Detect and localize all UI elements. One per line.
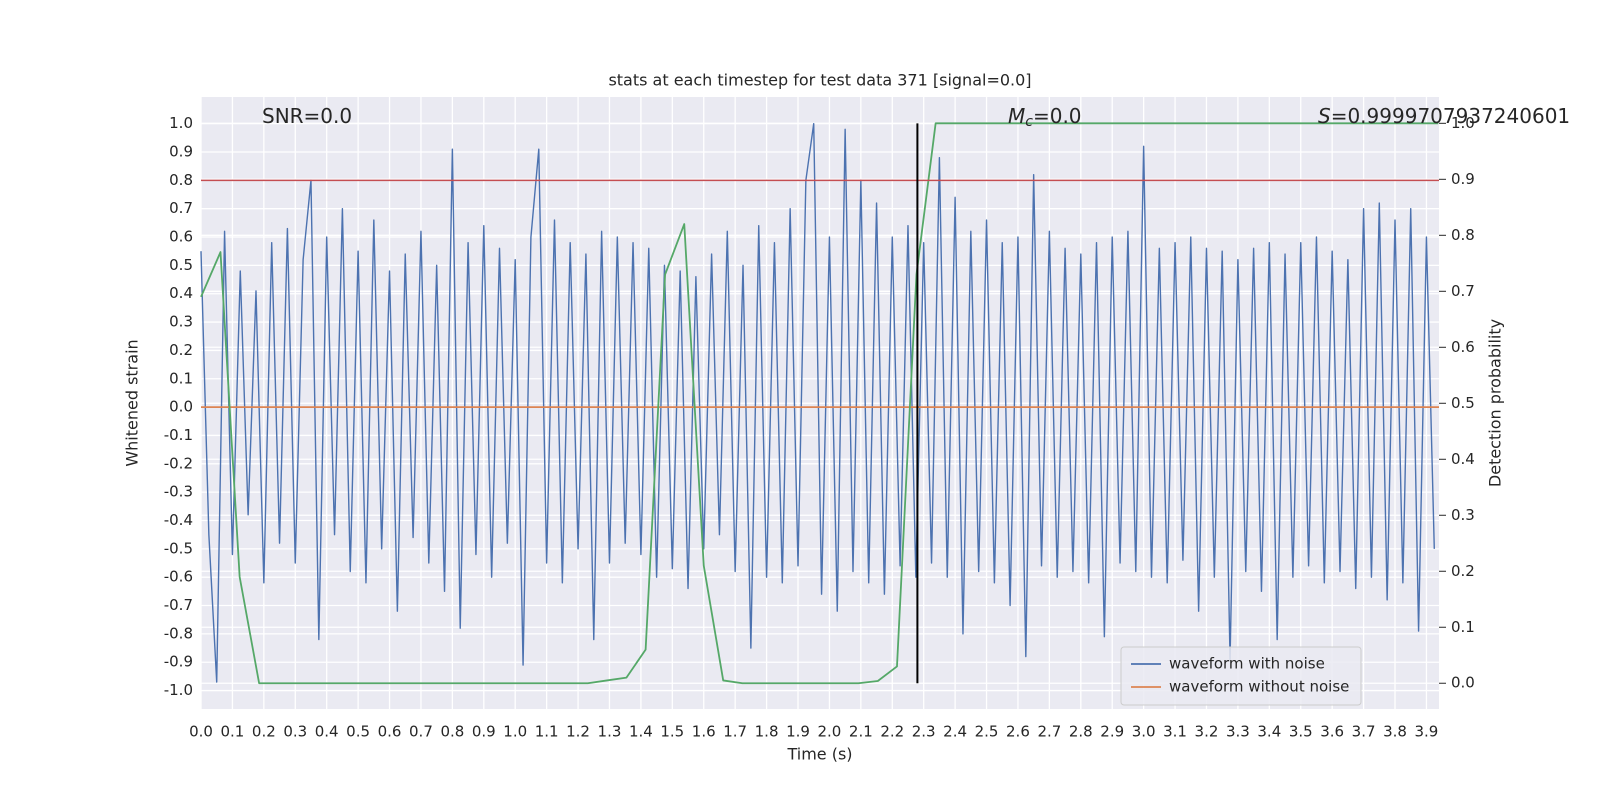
- y2-tick-label: 0.7: [1451, 282, 1475, 300]
- legend-box: [1120, 646, 1362, 706]
- y2-tick-label: 0.0: [1451, 674, 1475, 692]
- y-tick-label: -0.3: [164, 483, 193, 501]
- y-axis-label: Whitened strain: [123, 339, 142, 466]
- x-tick-label: 3.3: [1226, 723, 1250, 741]
- x-tick-label: 3.7: [1352, 723, 1376, 741]
- y-tick-label: -0.9: [164, 653, 193, 671]
- x-tick-label: 0.2: [252, 723, 276, 741]
- x-tick-label: 1.9: [786, 723, 810, 741]
- x-tick-label: 2.8: [1069, 723, 1093, 741]
- y-tick-label: -0.8: [164, 624, 193, 642]
- x-tick-label: 2.7: [1037, 723, 1061, 741]
- data-line: [200, 122, 1435, 683]
- y-tick-label: 1.0: [169, 114, 193, 132]
- y-tick-label: 0.6: [169, 228, 193, 246]
- x-tick-label: 3.9: [1415, 723, 1439, 741]
- y2-axis-label: Detection probability: [1486, 319, 1505, 487]
- x-tick-label: 3.8: [1383, 723, 1407, 741]
- annotation: S=0.9999707937240601: [1318, 104, 1570, 128]
- chart-title: stats at each timestep for test data 371…: [608, 71, 1031, 90]
- y-tick-label: -0.1: [164, 426, 193, 444]
- x-tick-label: 3.0: [1132, 723, 1156, 741]
- x-tick-label: 2.4: [943, 723, 967, 741]
- y-tick-label: 0.8: [169, 171, 193, 189]
- x-tick-label: 1.2: [566, 723, 590, 741]
- y2-tick-label: 0.1: [1451, 618, 1475, 636]
- annotation-text: =0.9999707937240601: [1331, 104, 1570, 128]
- x-tick-label: 2.2: [880, 723, 904, 741]
- y-tick-label: -0.5: [164, 539, 193, 557]
- x-tick-label: 0.9: [472, 723, 496, 741]
- x-tick-label: 1.6: [692, 723, 716, 741]
- y2-tick-label: 0.9: [1451, 170, 1475, 188]
- y-tick-label: 0.0: [169, 398, 193, 416]
- x-tick-label: 2.1: [849, 723, 873, 741]
- annotation: Mc=0.0: [1008, 104, 1082, 131]
- annotation-text: SNR=0.0: [262, 104, 352, 128]
- y2-tick-label: 0.2: [1451, 562, 1475, 580]
- x-tick-label: 3.1: [1163, 723, 1187, 741]
- x-tick-label: 1.5: [660, 723, 684, 741]
- x-tick-label: 3.6: [1320, 723, 1344, 741]
- y-tick-label: 0.9: [169, 142, 193, 160]
- annotation-subscript: c: [1025, 114, 1033, 130]
- x-tick-label: 2.6: [1006, 723, 1030, 741]
- annotation: SNR=0.0: [262, 104, 352, 128]
- x-tick-label: 0.8: [440, 723, 464, 741]
- x-axis-label: Time (s): [786, 745, 852, 764]
- y-tick-label: -0.2: [164, 454, 193, 472]
- x-tick-label: 0.5: [346, 723, 370, 741]
- x-tick-label: 0.7: [409, 723, 433, 741]
- x-tick-label: 3.4: [1257, 723, 1281, 741]
- y2-tick-label: 1.0: [1451, 114, 1475, 132]
- y-tick-label: -1.0: [164, 681, 193, 699]
- data-line: [200, 122, 1439, 685]
- y-tick-label: 0.7: [169, 199, 193, 217]
- x-tick-label: 0.3: [283, 723, 307, 741]
- x-tick-label: 1.4: [629, 723, 653, 741]
- x-tick-label: 1.8: [755, 723, 779, 741]
- y2-tick-label: 0.4: [1451, 450, 1475, 468]
- x-tick-label: 1.7: [723, 723, 747, 741]
- x-tick-label: 1.1: [535, 723, 559, 741]
- x-tick-label: 0.4: [315, 723, 339, 741]
- y-tick-label: 0.5: [169, 256, 193, 274]
- x-tick-label: 2.5: [975, 723, 999, 741]
- x-tick-label: 3.2: [1195, 723, 1219, 741]
- x-tick-label: 2.0: [817, 723, 841, 741]
- y-tick-label: 0.3: [169, 313, 193, 331]
- y-tick-label: -0.6: [164, 568, 193, 586]
- annotation-text: =0.0: [1033, 104, 1082, 128]
- x-tick-label: 0.1: [220, 723, 244, 741]
- y2-tick-label: 0.8: [1451, 226, 1475, 244]
- x-tick-label: 0.6: [378, 723, 402, 741]
- y-tick-label: -0.7: [164, 596, 193, 614]
- y2-tick-label: 0.3: [1451, 506, 1475, 524]
- y-tick-label: 0.1: [169, 369, 193, 387]
- legend-label: waveform with noise: [1169, 655, 1325, 673]
- annotation-symbol: M: [1008, 104, 1025, 128]
- x-tick-label: 3.5: [1289, 723, 1313, 741]
- y-tick-label: -0.4: [164, 511, 193, 529]
- y-tick-label: 0.2: [169, 341, 193, 359]
- legend-label: waveform without noise: [1169, 678, 1349, 696]
- y2-tick-label: 0.5: [1451, 394, 1475, 412]
- y-tick-label: 0.4: [169, 284, 193, 302]
- x-tick-label: 1.3: [598, 723, 622, 741]
- x-tick-label: 1.0: [503, 723, 527, 741]
- annotation-symbol: S: [1318, 104, 1331, 128]
- x-tick-label: 2.3: [912, 723, 936, 741]
- x-tick-label: 2.9: [1100, 723, 1124, 741]
- x-tick-label: 0.0: [189, 723, 213, 741]
- y2-tick-label: 0.6: [1451, 338, 1475, 356]
